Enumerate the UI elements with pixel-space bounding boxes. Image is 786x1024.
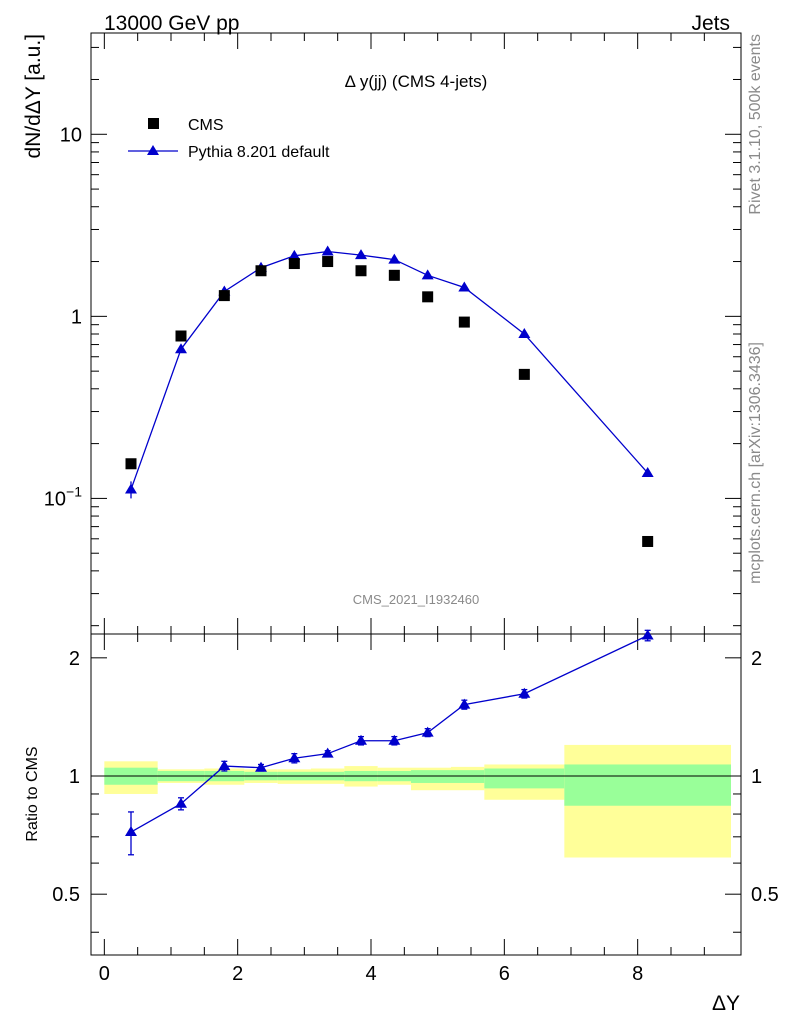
pythia-point [641, 466, 654, 477]
legend: CMS Pythia 8.201 default [128, 117, 330, 161]
main-panel: 10−1 1 10 Δ y(jj) (CMS 4-jets) dN/dΔY [a.u… [22, 32, 742, 635]
main-y-tick-label: 1 [71, 306, 82, 328]
legend-marker-pythia [147, 145, 159, 155]
cms-point [322, 256, 334, 268]
ratio-y-tick-label: 2 [69, 648, 80, 670]
pythia-point [125, 483, 137, 494]
main-ticks [91, 33, 741, 634]
uncertainty-band-inner [484, 768, 565, 789]
ratio-point [125, 826, 137, 837]
main-y-tick-label: 10 [60, 124, 82, 146]
ratio-y-tick-label-right: 2 [751, 648, 762, 670]
ratio-panel: 0 2 4 6 8 0.5 0.5 1 1 2 2 Ratio to CMS ΔY [24, 629, 779, 1015]
ratio-point [355, 734, 367, 745]
ratio-point [518, 687, 531, 698]
ratio-point [255, 761, 267, 772]
pythia-line [130, 250, 649, 490]
x-tick-label: 6 [499, 963, 510, 985]
legend-marker-cms [148, 118, 159, 129]
legend-label-pythia: Pythia 8.201 default [188, 144, 330, 161]
main-y-axis-label: dN/dΔY [a.u.] [22, 34, 45, 159]
ratio-point [388, 734, 401, 745]
pythia-point [288, 249, 301, 260]
ratio-point [288, 752, 301, 763]
x-tick-label: 2 [232, 963, 243, 985]
ratio-y-tick-label: 1 [69, 766, 80, 788]
ratio-series [125, 629, 654, 856]
uncertainty-band-inner [564, 764, 731, 806]
pythia-point [175, 343, 187, 354]
ratio-line [130, 634, 648, 833]
pythia-point [518, 327, 531, 338]
uncertainty-band-inner [411, 770, 451, 783]
pythia-point [321, 245, 334, 256]
cms-point [642, 535, 654, 547]
ratio-bands [104, 744, 731, 858]
ratio-point [458, 698, 471, 709]
x-tick-label: 4 [365, 963, 376, 985]
cms-point [422, 291, 434, 303]
pythia-point [355, 249, 367, 260]
rivet-label: Rivet 3.1.10, 500k events [747, 34, 764, 215]
ratio-y-axis-label: Ratio to CMS [24, 746, 41, 841]
cms-point [355, 265, 367, 277]
ratio-frame [90, 633, 742, 956]
main-y-tick-label: 10−1 [44, 483, 82, 510]
x-tick-label: 0 [99, 963, 110, 985]
pythia-point [458, 281, 471, 292]
ratio-point [421, 726, 434, 737]
cms-point [255, 265, 267, 277]
cms-point [288, 258, 300, 270]
ratio-y-tick-label: 0.5 [52, 884, 80, 906]
cms-point [218, 290, 230, 302]
main-series [125, 245, 654, 547]
header-right: Jets [691, 12, 730, 35]
cms-point [125, 458, 137, 470]
ratio-y-tick-label-right: 0.5 [751, 884, 779, 906]
main-y-tick-labels: 10−1 1 10 [44, 124, 82, 510]
x-tick-label: 8 [632, 963, 643, 985]
ratio-ticks [91, 634, 741, 955]
uncertainty-band-inner [451, 770, 485, 783]
ratio-point [218, 760, 231, 771]
ratio-tick-labels: 0 2 4 6 8 0.5 0.5 1 1 2 2 [52, 648, 779, 985]
cms-point [388, 269, 400, 281]
cms-point [175, 330, 187, 342]
chart-title: Δ y(jj) (CMS 4-jets) [345, 72, 488, 91]
x-axis-label: ΔY [712, 992, 740, 1015]
cms-point [518, 368, 530, 380]
ratio-point [641, 629, 654, 640]
ratio-point [175, 797, 187, 808]
ratio-y-tick-label-right: 1 [751, 766, 762, 788]
header-left: 13000 GeV pp [104, 12, 239, 35]
pythia-point [388, 253, 401, 264]
legend-label-cms: CMS [188, 117, 224, 134]
analysis-label: CMS_2021_I1932460 [353, 592, 480, 607]
mcplots-label: mcplots.cern.ch [arXiv:1306.3436] [747, 342, 764, 584]
ratio-point [321, 747, 334, 758]
cms-point [458, 316, 470, 328]
pythia-point [421, 269, 434, 280]
